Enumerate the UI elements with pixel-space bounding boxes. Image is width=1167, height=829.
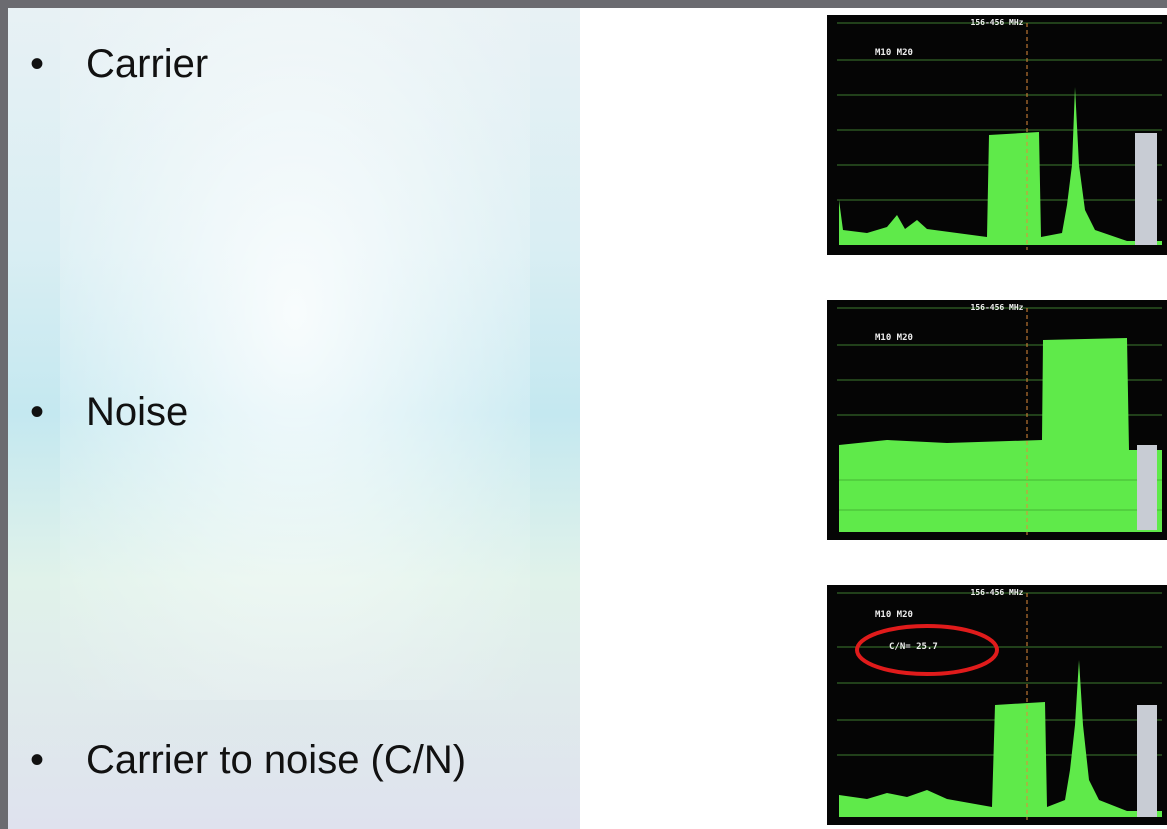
bullet-text: Carrier bbox=[86, 42, 208, 86]
bullet-text: Carrier to noise (C/N) bbox=[86, 738, 466, 782]
bullet: •Carrier bbox=[30, 42, 208, 87]
bullet: •Carrier to noise (C/N) bbox=[30, 738, 466, 783]
screen-header: 156-456 MHz bbox=[971, 18, 1024, 27]
slide: •Carrier •Noise •Carrier to noise (C/N) … bbox=[0, 0, 1167, 829]
spectrum-screen: 156-456 MHz M10 M20 bbox=[827, 15, 1167, 255]
screen-markers: M10 M20 bbox=[875, 610, 913, 620]
screen-readout: C/N= 25.7 bbox=[889, 642, 938, 652]
bullet: •Noise bbox=[30, 390, 188, 435]
bullet-text: Noise bbox=[86, 390, 188, 434]
screen-markers: M10 M20 bbox=[875, 333, 913, 343]
screen-markers: M10 M20 bbox=[875, 48, 913, 58]
spectrum-screen: 156-456 MHz M10 M20 C/N= 25.7 bbox=[827, 585, 1167, 825]
screen-header: 156-456 MHz bbox=[971, 588, 1024, 597]
screen-header: 156-456 MHz bbox=[971, 303, 1024, 312]
spectrum-screen: 156-456 MHz M10 M20 bbox=[827, 300, 1167, 540]
